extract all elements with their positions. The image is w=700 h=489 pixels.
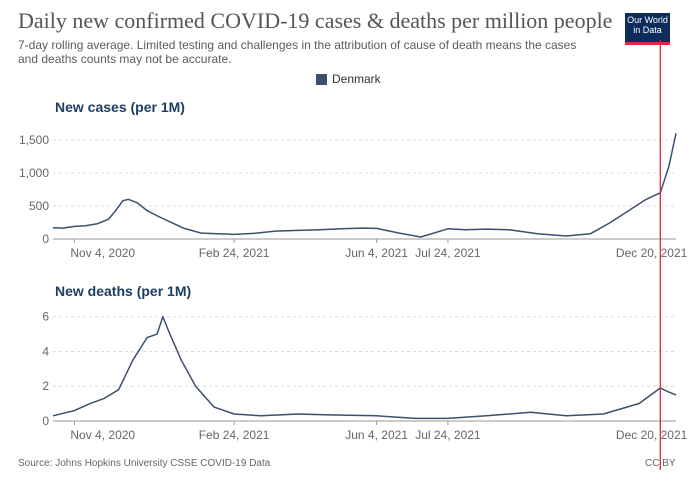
owid-logo[interactable]: Our World in Data bbox=[625, 13, 670, 45]
x-tick-label: Jul 24, 2021 bbox=[415, 428, 481, 442]
license-link[interactable]: CC BY bbox=[645, 458, 676, 469]
y-tick-label: 2 bbox=[42, 379, 49, 393]
y-tick-label: 1,000 bbox=[19, 166, 49, 180]
y-tick-label: 0 bbox=[42, 232, 49, 246]
legend-swatch bbox=[316, 73, 327, 85]
legend-label: Denmark bbox=[332, 72, 381, 86]
y-tick-label: 1,500 bbox=[19, 133, 49, 147]
y-tick-label: 500 bbox=[29, 199, 49, 213]
x-tick-label: Jul 24, 2021 bbox=[415, 246, 481, 260]
x-tick-label: Dec 20, 2021 bbox=[616, 246, 688, 260]
chart-subtitle: 7-day rolling average. Limited testing a… bbox=[18, 38, 577, 66]
x-tick-label: Dec 20, 2021 bbox=[616, 428, 688, 442]
logo-line-2: in Data bbox=[633, 25, 662, 35]
panel-title-1: New deaths (per 1M) bbox=[55, 283, 191, 299]
x-tick-label: Jun 4, 2021 bbox=[345, 428, 408, 442]
y-tick-label: 4 bbox=[42, 344, 49, 358]
series-line-denmark bbox=[52, 315, 677, 420]
x-tick-label: Feb 24, 2021 bbox=[199, 428, 270, 442]
x-tick-label: Jun 4, 2021 bbox=[345, 246, 408, 260]
legend[interactable]: Denmark bbox=[316, 72, 381, 86]
x-tick-label: Feb 24, 2021 bbox=[199, 246, 270, 260]
series-line-denmark bbox=[52, 133, 677, 238]
y-tick-label: 0 bbox=[42, 414, 49, 428]
chart-title: Daily new confirmed COVID-19 cases & dea… bbox=[18, 8, 613, 33]
logo-line-1: Our World bbox=[627, 15, 668, 25]
panel-title-0: New cases (per 1M) bbox=[55, 99, 185, 115]
y-tick-label: 6 bbox=[42, 310, 49, 324]
source-note[interactable]: Source: Johns Hopkins University CSSE CO… bbox=[18, 458, 271, 469]
x-tick-label: Nov 4, 2020 bbox=[70, 246, 135, 260]
x-tick-label: Nov 4, 2020 bbox=[70, 428, 135, 442]
